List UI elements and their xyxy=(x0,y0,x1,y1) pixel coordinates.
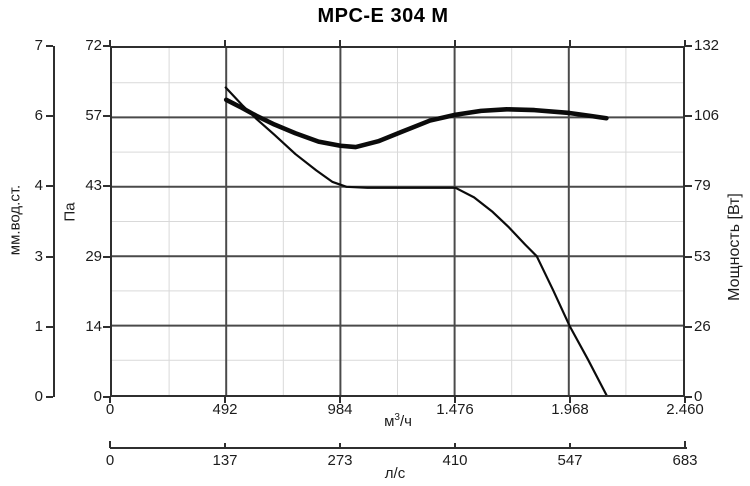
flow-m3h-tick-label: 1.968 xyxy=(551,401,589,418)
mm-tick xyxy=(46,396,53,398)
flow-ls-tick xyxy=(339,443,341,448)
flow-top-tick xyxy=(569,40,571,46)
power-tick xyxy=(685,115,692,118)
mm-axis-label: мм.вод.ст. xyxy=(6,184,24,256)
flow-m3h-tick-label: 984 xyxy=(327,401,353,418)
flow-ls-tick-label: 683 xyxy=(672,452,698,469)
pa-tick-label: 57 xyxy=(85,107,102,125)
power-tick-label: 0 xyxy=(694,388,703,405)
pa-tick xyxy=(103,45,110,47)
flow-top-tick xyxy=(109,40,111,46)
flow-bottom-tick xyxy=(684,397,686,403)
flow-top-tick xyxy=(454,40,456,46)
mm-tick-label: 7 xyxy=(34,37,43,54)
flow-m3h-tick-label: 492 xyxy=(212,401,238,418)
pressure-curve xyxy=(224,86,608,395)
power-tick-label: 132 xyxy=(694,37,720,54)
mm-tick-label: 0 xyxy=(34,388,43,405)
flow-ls-tick xyxy=(569,443,571,448)
pa-tick xyxy=(103,255,110,258)
flow-ls-tick-label: 547 xyxy=(557,452,583,469)
chart-title: MPC-E 304 M xyxy=(317,5,449,27)
power-tick xyxy=(685,185,692,188)
flow-bottom-tick xyxy=(569,397,571,403)
power-tick-label: 53 xyxy=(694,247,711,265)
flow-bottom-tick xyxy=(454,397,456,403)
mm-tick xyxy=(46,325,53,328)
flow-ls-unit-label: л/с xyxy=(384,465,406,482)
mm-tick xyxy=(46,115,53,118)
flow-ls-tick xyxy=(224,443,226,448)
mm-tick xyxy=(46,255,53,258)
flow-ls-tick xyxy=(454,443,456,448)
flow-top-tick xyxy=(684,40,686,46)
power-axis-label: Мощность [Вт] xyxy=(726,193,743,301)
flow-bottom-tick xyxy=(339,397,341,403)
flow-m3h-tick-label: 0 xyxy=(105,401,115,418)
pa-tick-label: 14 xyxy=(85,317,102,335)
plot-area xyxy=(110,46,685,397)
power-curve xyxy=(223,97,609,150)
power-tick xyxy=(685,325,692,328)
flow-top-tick xyxy=(224,40,226,46)
flow-ls-tick-label: 410 xyxy=(442,452,468,469)
flow-top-tick xyxy=(339,40,341,46)
power-tick-label: 26 xyxy=(694,317,711,335)
pa-tick-label: 72 xyxy=(85,37,102,54)
power-tick-label: 79 xyxy=(694,177,711,195)
flow-ls-tick xyxy=(109,441,111,448)
chart-canvas xyxy=(112,48,683,395)
pa-tick xyxy=(103,115,110,118)
mm-tick-label: 4 xyxy=(34,177,43,195)
flow-bottom-tick xyxy=(224,397,226,403)
pa-tick xyxy=(103,185,110,188)
flow-m3h-tick-label: 1.476 xyxy=(436,401,474,418)
mm-tick xyxy=(46,185,53,188)
flow-m3h-tick-label: 2.460 xyxy=(666,401,704,418)
mm-axis-line xyxy=(53,46,55,397)
power-tick-label: 106 xyxy=(694,107,720,125)
ls-axis-line xyxy=(110,447,687,449)
power-tick xyxy=(685,45,692,47)
pa-tick-label: 43 xyxy=(85,177,102,195)
flow-bottom-tick xyxy=(109,397,111,403)
flow-ls-tick xyxy=(684,441,686,448)
mm-tick xyxy=(46,45,53,47)
flow-ls-tick-label: 273 xyxy=(327,452,353,469)
pa-tick-label: 0 xyxy=(93,388,102,405)
mm-tick-label: 3 xyxy=(34,247,43,265)
power-tick xyxy=(685,255,692,258)
flow-ls-tick-label: 137 xyxy=(212,452,238,469)
flow-m3h-unit-label: м3/ч xyxy=(384,412,412,430)
pa-axis-label: Па xyxy=(61,202,79,222)
mm-tick-label: 1 xyxy=(34,317,43,335)
pa-tick xyxy=(103,396,110,398)
pa-tick xyxy=(103,325,110,328)
mm-tick-label: 6 xyxy=(34,107,43,125)
power-tick xyxy=(685,396,692,398)
pa-tick-label: 29 xyxy=(85,247,102,265)
flow-ls-tick-label: 0 xyxy=(105,452,115,469)
